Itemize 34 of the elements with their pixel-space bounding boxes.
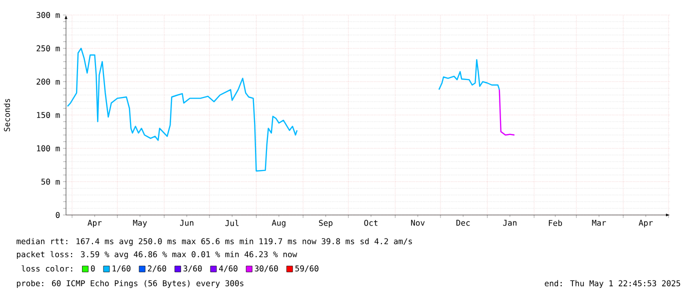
x-tick-label: Apr — [88, 220, 102, 228]
y-tick-label: 100 m — [37, 145, 60, 152]
text: probe: 60 ICMP Echo Pings (56 Bytes) every 300s — [16, 280, 244, 288]
legend-label: 0 — [90, 265, 95, 272]
text: median rtt: 167.4 ms avg 250.0 ms max 65.6 ms min 119.7 ms now 39.8 ms sd 4.2 am/s — [16, 238, 412, 246]
x-tick-label: Sep — [319, 220, 332, 228]
y-tick-label: 200 m — [36, 78, 60, 85]
text: end: Thu May 1 22:45:53 2025 — [544, 280, 680, 288]
legend-label: 1/60 — [112, 265, 130, 272]
x-tick-label: Oct — [364, 220, 378, 226]
legend-label: 3/60 — [184, 265, 202, 272]
y-axis-title: Seconds — [4, 98, 10, 132]
x-tick-label: Dec — [456, 220, 470, 226]
legend-label: 2/60 — [148, 265, 166, 272]
x-tick-label: Aug — [272, 220, 286, 228]
x-tick-label: Jan — [503, 220, 516, 226]
legend-label: 30/60 — [254, 265, 278, 272]
x-tick-label: Feb — [548, 220, 562, 226]
y-tick-label: 300 m — [36, 12, 60, 18]
y-tick-label: 150 m — [37, 112, 60, 118]
x-tick-label: Jul — [225, 220, 239, 226]
x-tick-label: Apr — [638, 220, 653, 228]
x-tick-label: Nov — [411, 220, 425, 226]
x-tick-label: Jun — [180, 220, 194, 226]
y-tick-label: 50 m — [41, 178, 60, 185]
legend-label: 4/60 — [219, 265, 238, 272]
x-tick-label: May — [133, 220, 147, 228]
legend-label: 59/60 — [295, 265, 318, 272]
legend-title: loss color: — [22, 265, 72, 272]
y-tick-label: 250 m — [36, 45, 60, 52]
y-tick-label: 0 — [56, 212, 60, 218]
text: packet loss: 3.59 % avg 46.86 % max 0.01 % min 46.23 % now — [16, 251, 298, 259]
x-tick-label: Mar — [592, 220, 606, 226]
line-series — [498, 89, 516, 136]
